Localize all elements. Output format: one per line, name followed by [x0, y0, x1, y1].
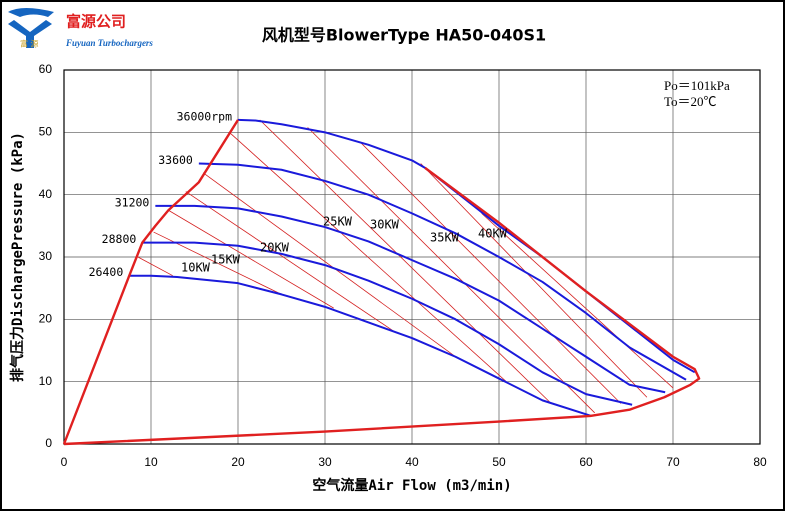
power-label: 35KW [430, 231, 460, 245]
logo-name: 富源公司 [66, 13, 126, 31]
y-axis-title: 排气压力DischargePressure (kPa) [9, 132, 26, 382]
speed-label: 33600 [158, 153, 193, 167]
power-line [307, 127, 595, 414]
power-line [168, 209, 334, 309]
x-tick-label: 40 [405, 455, 419, 469]
y-tick-label: 20 [39, 312, 53, 326]
x-tick-label: 20 [231, 455, 245, 469]
plot-border [63, 69, 761, 445]
power-line [202, 172, 456, 358]
y-tick-label: 0 [45, 436, 52, 450]
power-line [420, 163, 648, 398]
power-label: 30KW [370, 218, 400, 232]
envelope [62, 119, 240, 445]
speed-label: 26400 [89, 265, 124, 279]
y-tick-label: 60 [39, 62, 53, 76]
logo: 富源公司 富 源 Fuyuan Turbochargers [8, 8, 153, 49]
logo-y [8, 20, 52, 48]
speed-curve [129, 274, 592, 417]
power-label: 10KW [181, 261, 211, 275]
logo-chars: 富 源 [20, 39, 39, 49]
condition: To＝20℃ [664, 94, 717, 109]
speed-label: 36000rpm [177, 109, 232, 123]
power-line [359, 141, 622, 404]
power-line [137, 256, 173, 277]
speed-curve [142, 241, 633, 406]
x-tick-label: 80 [753, 455, 767, 469]
envelope [63, 166, 701, 446]
y-tick-label: 30 [39, 249, 53, 263]
speed-label: 28800 [102, 232, 137, 246]
power-line [229, 132, 508, 384]
chart-title: 风机型号BlowerType HA50-040S1 [262, 26, 546, 45]
x-tick-label: 10 [144, 455, 158, 469]
x-axis-title: 空气流量Air Flow (m3/min) [312, 477, 511, 494]
y-tick-label: 10 [39, 374, 53, 388]
power-line [185, 191, 395, 333]
power-label: 20KW [260, 241, 290, 255]
speed-curve [198, 162, 687, 381]
power-label: 25KW [323, 215, 353, 229]
logo-english: Fuyuan Turbochargers [65, 38, 153, 48]
power-line [481, 213, 674, 389]
x-tick-label: 50 [492, 455, 506, 469]
condition: Po＝101kPa [664, 78, 730, 93]
x-tick-label: 70 [666, 455, 680, 469]
speed-label: 31200 [115, 195, 150, 209]
power-label: 15KW [211, 253, 241, 267]
power-label: 40KW [478, 227, 508, 241]
logo-arc [8, 8, 54, 17]
power-line [259, 119, 552, 404]
speed-curve [155, 204, 666, 394]
x-tick-label: 60 [579, 455, 593, 469]
y-tick-label: 50 [39, 125, 53, 139]
x-tick-label: 30 [318, 455, 332, 469]
y-tick-label: 40 [39, 187, 53, 201]
x-tick-label: 0 [61, 455, 68, 469]
